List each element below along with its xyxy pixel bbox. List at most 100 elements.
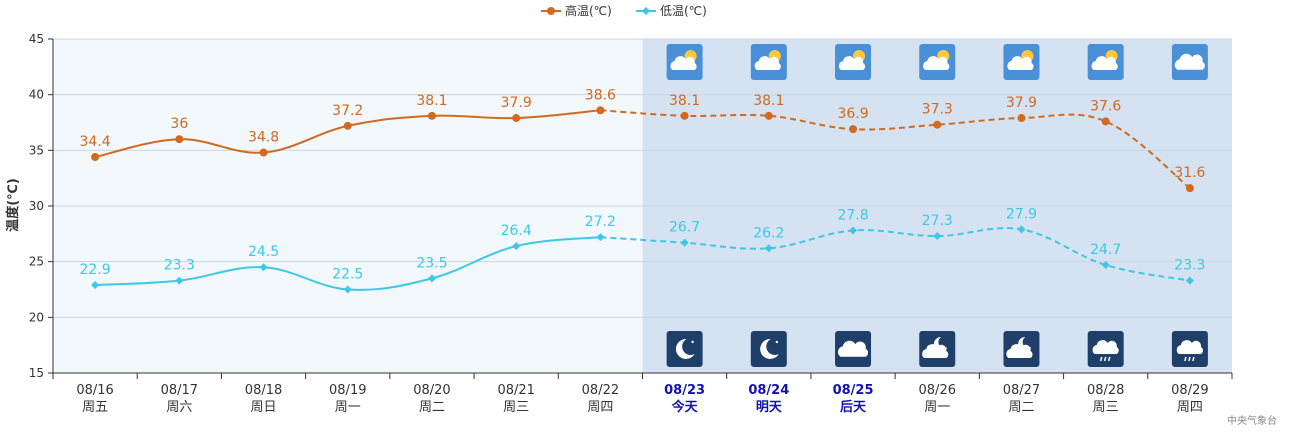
high-temp-label: 34.8 bbox=[248, 130, 279, 146]
partly-cloudy-night-icon bbox=[919, 331, 956, 367]
high-temp-point bbox=[1101, 117, 1110, 126]
partly-cloudy-night-icon bbox=[1003, 331, 1040, 367]
partly-cloudy-day-icon bbox=[919, 44, 956, 80]
high-temp-label: 38.1 bbox=[416, 93, 447, 109]
x-tick-date: 08/20 bbox=[413, 383, 450, 398]
light-rain-night-icon bbox=[1171, 331, 1208, 367]
high-temp-point bbox=[259, 148, 268, 157]
x-tick-day: 周三 bbox=[1093, 400, 1119, 415]
light-rain-night-icon bbox=[1087, 331, 1124, 367]
x-tick-date: 08/28 bbox=[1087, 383, 1124, 398]
x-tick-day: 周二 bbox=[1008, 400, 1034, 415]
low-temp-label: 27.2 bbox=[585, 214, 616, 230]
high-temp-point bbox=[1017, 114, 1026, 123]
x-tick-date: 08/16 bbox=[76, 383, 113, 398]
low-temp-point bbox=[849, 226, 858, 235]
x-tick-date: 08/27 bbox=[1003, 383, 1040, 398]
high-temp-label: 37.3 bbox=[922, 102, 953, 118]
high-temp-label: 37.9 bbox=[501, 95, 532, 111]
x-tick-date: 08/24 bbox=[748, 383, 789, 398]
x-tick-day: 周一 bbox=[335, 400, 361, 415]
high-temp-point bbox=[596, 106, 605, 115]
low-temp-point bbox=[764, 244, 773, 253]
low-temp-point bbox=[933, 232, 942, 241]
source-credit: 中央气象台 bbox=[1227, 414, 1277, 427]
high-temp-label: 37.9 bbox=[1006, 95, 1037, 111]
low-series-line-forecast bbox=[600, 227, 1191, 282]
x-tick-day: 周四 bbox=[1177, 400, 1203, 415]
low-temp-label: 24.7 bbox=[1090, 242, 1121, 258]
low-temp-point bbox=[1185, 276, 1194, 285]
high-temp-label: 36 bbox=[170, 116, 188, 132]
legend-label: 低温(℃) bbox=[660, 4, 707, 18]
low-temp-point bbox=[1017, 225, 1026, 234]
high-temp-label: 31.6 bbox=[1174, 165, 1205, 181]
x-tick-date: 08/26 bbox=[919, 383, 956, 398]
low-temp-point bbox=[175, 276, 184, 285]
x-tick-date: 08/21 bbox=[497, 383, 534, 398]
legend-label: 高温(℃) bbox=[565, 3, 612, 18]
low-temp-label: 26.2 bbox=[753, 225, 784, 241]
cloudy-night-icon bbox=[835, 331, 872, 367]
low-temp-label: 27.8 bbox=[837, 207, 868, 223]
y-tick-label: 20 bbox=[29, 310, 44, 324]
cloudy-day-icon bbox=[1171, 44, 1208, 80]
y-tick-label: 25 bbox=[29, 255, 44, 269]
high-temp-label: 37.6 bbox=[1090, 98, 1121, 114]
x-tick-date: 08/22 bbox=[582, 383, 619, 398]
weather-icons bbox=[666, 44, 1208, 367]
y-tick-label: 40 bbox=[29, 88, 44, 102]
low-temp-label: 24.5 bbox=[248, 244, 279, 260]
legend-item-low[interactable]: 低温(℃) bbox=[636, 4, 707, 18]
x-tick-date: 08/29 bbox=[1171, 383, 1208, 398]
x-tick-date: 08/23 bbox=[664, 383, 705, 398]
x-tick-date: 08/25 bbox=[833, 383, 874, 398]
x-tick-day: 周二 bbox=[419, 400, 445, 415]
high-temp-point bbox=[680, 111, 689, 120]
low-temp-point bbox=[427, 274, 436, 283]
y-tick-label: 35 bbox=[29, 143, 44, 157]
low-temp-label: 26.4 bbox=[501, 223, 532, 239]
high-temp-point bbox=[175, 135, 184, 144]
low-temp-label: 23.3 bbox=[1174, 258, 1205, 274]
low-temp-point bbox=[1101, 261, 1110, 270]
low-temp-point bbox=[596, 233, 605, 242]
low-temp-point bbox=[512, 242, 521, 251]
clear-night-icon bbox=[666, 331, 703, 367]
high-temp-point bbox=[933, 120, 942, 129]
y-tick-label: 45 bbox=[29, 32, 44, 46]
low-temp-label: 23.3 bbox=[164, 258, 195, 274]
low-temp-label: 27.3 bbox=[922, 213, 953, 229]
x-tick-day: 周日 bbox=[251, 400, 277, 415]
partly-cloudy-day-icon bbox=[835, 44, 872, 80]
legend: 高温(℃) 低温(℃) bbox=[541, 3, 707, 18]
high-temp-label: 38.1 bbox=[669, 93, 700, 109]
low-temp-label: 22.5 bbox=[332, 267, 363, 283]
high-temp-label: 36.9 bbox=[837, 106, 868, 122]
x-tick-day: 明天 bbox=[756, 400, 783, 415]
x-tick-day: 周五 bbox=[82, 400, 108, 415]
high-temp-point bbox=[427, 111, 436, 120]
high-temp-point bbox=[849, 125, 858, 134]
x-tick-day: 周六 bbox=[166, 400, 192, 415]
low-temp-point bbox=[259, 263, 268, 272]
y-axis-title: 温度(℃) bbox=[5, 178, 21, 232]
high-temp-label: 38.1 bbox=[753, 93, 784, 109]
x-tick-day: 周一 bbox=[924, 400, 950, 415]
low-temp-label: 23.5 bbox=[416, 255, 447, 271]
high-temp-point bbox=[91, 153, 100, 162]
low-temp-point bbox=[343, 285, 352, 294]
low-temp-label: 22.9 bbox=[80, 262, 111, 278]
high-temp-point bbox=[512, 114, 521, 123]
legend-item-high[interactable]: 高温(℃) bbox=[541, 3, 612, 18]
high-temp-label: 34.4 bbox=[80, 134, 111, 150]
high-temp-label: 38.6 bbox=[585, 87, 616, 103]
x-tick-day: 今天 bbox=[671, 399, 699, 415]
high-temp-point bbox=[343, 121, 352, 130]
x-tick-date: 08/18 bbox=[245, 383, 282, 398]
x-tick-date: 08/19 bbox=[329, 383, 366, 398]
clear-night-icon bbox=[750, 331, 787, 367]
x-tick-day: 后天 bbox=[840, 399, 867, 415]
low-temp-point bbox=[91, 281, 100, 290]
